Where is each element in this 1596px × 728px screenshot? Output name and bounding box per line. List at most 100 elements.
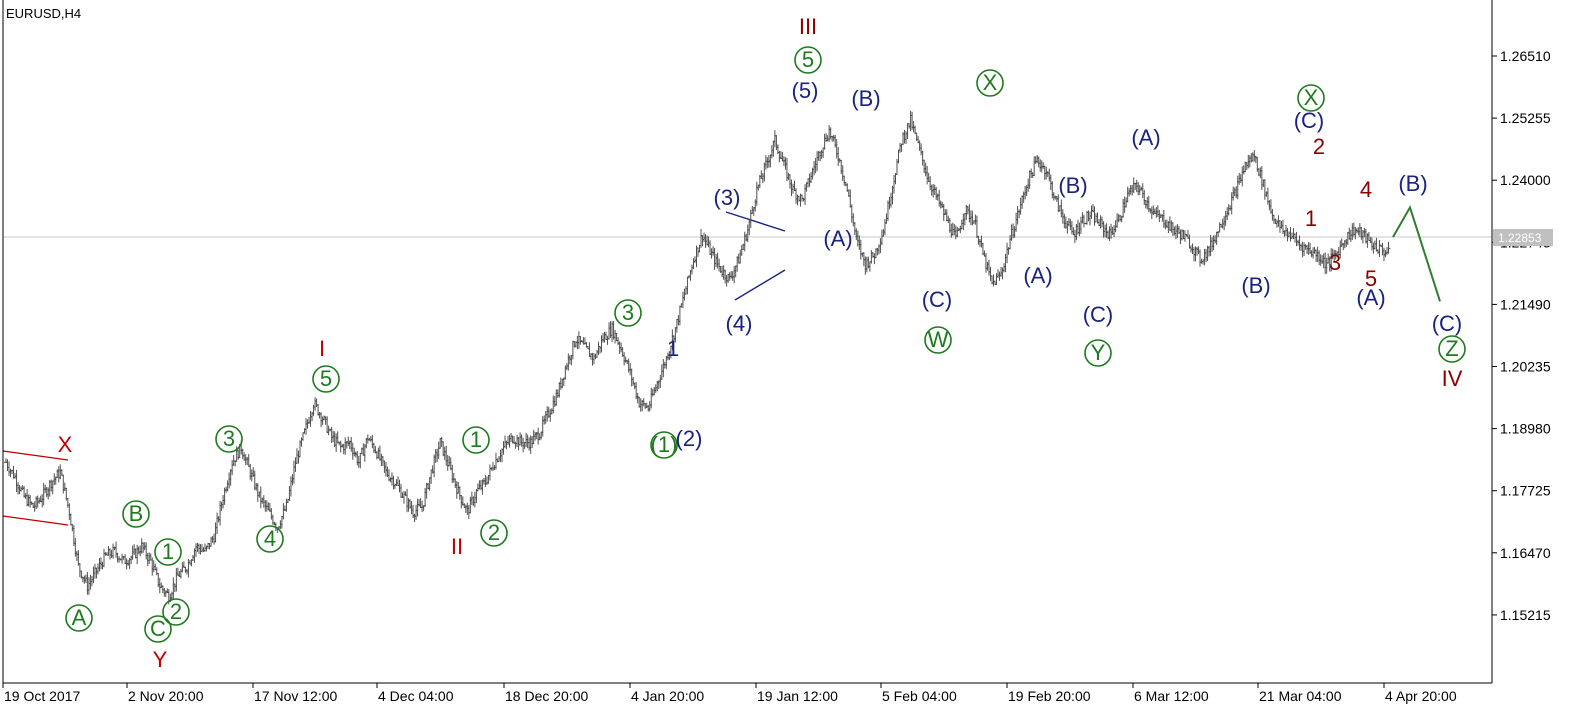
svg-text:(4): (4)	[726, 311, 753, 336]
wave-label: (C)	[1083, 302, 1114, 327]
x-tick-label: 17 Nov 12:00	[254, 688, 337, 704]
svg-text:(5): (5)	[792, 78, 819, 103]
wave-label: X	[58, 432, 73, 457]
wave-label: 1	[1305, 206, 1317, 231]
svg-text:(1): (1)	[651, 432, 678, 457]
wave-label: 2	[480, 519, 508, 547]
wave-label: (3)	[714, 185, 741, 210]
svg-text:(A): (A)	[823, 226, 852, 251]
wave-label: 3	[1329, 250, 1341, 275]
svg-text:2: 2	[488, 520, 500, 545]
svg-text:3: 3	[223, 426, 235, 451]
svg-text:(C): (C)	[1432, 311, 1463, 336]
wave-label: Z	[1438, 335, 1466, 363]
y-tick-label: 1.21490	[1500, 296, 1551, 312]
wave-label: 3	[614, 299, 642, 327]
wave-label: 5	[794, 46, 822, 74]
svg-text:4: 4	[264, 526, 276, 551]
wave-label: 2	[162, 598, 190, 626]
wave-label: 3	[215, 425, 243, 453]
wave-label: 1	[462, 426, 490, 454]
wave-label: II	[451, 534, 463, 559]
wave-label: (C)	[922, 287, 953, 312]
svg-text:(B): (B)	[851, 86, 880, 111]
svg-text:1: 1	[667, 336, 679, 361]
wave-label: 5	[312, 365, 340, 393]
svg-text:(C): (C)	[1294, 108, 1325, 133]
svg-text:W: W	[928, 327, 949, 352]
time-axis: 19 Oct 2017 2 Nov 20:00 17 Nov 12:00 4 Dec …	[2, 683, 1457, 704]
svg-text:(3): (3)	[714, 185, 741, 210]
x-tick-label: 19 Feb 20:00	[1008, 688, 1091, 704]
wave-label: 4	[256, 525, 284, 553]
svg-text:2: 2	[1313, 134, 1325, 159]
svg-text:(A): (A)	[1131, 125, 1160, 150]
wave-label: 1	[154, 538, 182, 566]
svg-text:(C): (C)	[1083, 302, 1114, 327]
wave-label: (A)	[1023, 263, 1052, 288]
svg-text:Y: Y	[153, 647, 168, 672]
svg-text:Y: Y	[1091, 340, 1106, 365]
svg-text:5: 5	[1365, 266, 1377, 291]
svg-text:5: 5	[320, 366, 332, 391]
svg-text:(B): (B)	[1058, 173, 1087, 198]
svg-text:(A): (A)	[1023, 263, 1052, 288]
symbol-label: EURUSD,H4	[6, 6, 81, 21]
wave-label: (4)	[726, 311, 753, 336]
svg-text:4: 4	[1360, 177, 1372, 202]
x-tick-label: 4 Dec 04:00	[378, 688, 454, 704]
x-tick-label: 19 Oct 2017	[4, 688, 80, 704]
svg-text:(2): (2)	[676, 426, 703, 451]
x-tick-label: 2 Nov 20:00	[128, 688, 204, 704]
svg-text:IV: IV	[1442, 366, 1463, 391]
x-tick-label: 4 Jan 20:00	[631, 688, 704, 704]
wave-label: W	[924, 326, 952, 354]
wave-label: (B)	[1058, 173, 1087, 198]
x-tick-label: 18 Dec 20:00	[505, 688, 588, 704]
wave-label: (A)	[1131, 125, 1160, 150]
channel-line	[2, 450, 69, 461]
wave-label: C	[144, 615, 172, 643]
wave-label: 5	[1365, 266, 1377, 291]
svg-text:5: 5	[802, 47, 814, 72]
svg-text:(B): (B)	[1398, 171, 1427, 196]
y-tick-label: 1.26510	[1500, 48, 1551, 64]
wave-label: (1)	[650, 431, 678, 459]
wave-label: Y	[1084, 339, 1112, 367]
x-tick-label: 6 Mar 12:00	[1134, 688, 1209, 704]
svg-text:X: X	[58, 432, 73, 457]
svg-text:4: 4	[733, 311, 745, 336]
y-tick-label: 1.20235	[1500, 359, 1551, 375]
svg-text:1: 1	[470, 427, 482, 452]
y-tick-label: 1.25255	[1500, 110, 1551, 126]
wave-label: (5)	[792, 78, 819, 103]
svg-text:3: 3	[1329, 250, 1341, 275]
projection-path	[1392, 204, 1441, 302]
x-tick-label: 19 Jan 12:00	[757, 688, 838, 704]
svg-text:B: B	[129, 501, 144, 526]
wave-label: (B)	[851, 86, 880, 111]
svg-text:1: 1	[162, 539, 174, 564]
wave-label: 4	[733, 311, 745, 336]
svg-text:C: C	[150, 616, 166, 641]
x-tick-label: 4 Apr 20:00	[1385, 688, 1457, 704]
y-tick-label: 1.16470	[1500, 545, 1551, 561]
y-tick-label: 1.15215	[1500, 607, 1551, 623]
svg-text:A: A	[72, 605, 87, 630]
wave-label: 1	[667, 336, 679, 361]
y-tick-label: 1.24000	[1500, 172, 1551, 188]
wave-label: 4	[1360, 177, 1372, 202]
svg-text:3: 3	[622, 300, 634, 325]
wave-label: (B)	[1241, 273, 1270, 298]
wave-label: (2)	[676, 426, 703, 451]
svg-text:1: 1	[1305, 206, 1317, 231]
svg-text:II: II	[451, 534, 463, 559]
x-tick-label: 5 Feb 04:00	[882, 688, 957, 704]
svg-text:(C): (C)	[922, 287, 953, 312]
wave-label: (B)	[1398, 171, 1427, 196]
wave-label: (A)	[823, 226, 852, 251]
svg-text:I: I	[319, 336, 325, 361]
svg-text:X: X	[1304, 85, 1319, 110]
svg-text:(B): (B)	[1241, 273, 1270, 298]
